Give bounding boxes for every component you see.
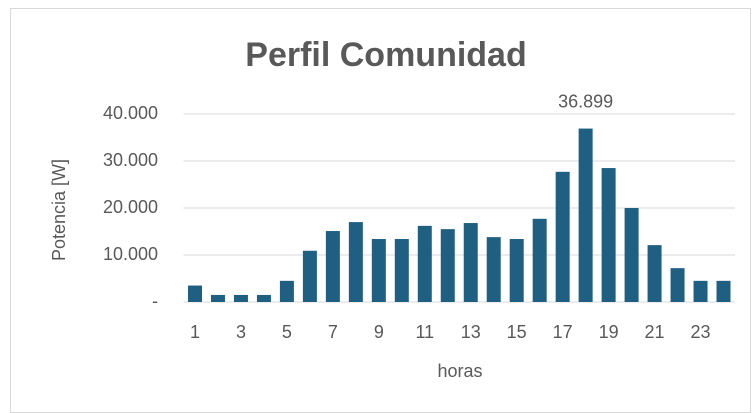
bar (693, 280, 708, 302)
y-tick-label: - (152, 291, 158, 311)
y-axis-label: Potencia [W] (49, 159, 69, 261)
bar (256, 294, 271, 302)
bar (417, 225, 432, 302)
x-tick-label: 7 (328, 322, 338, 342)
x-tick-label: 3 (236, 322, 246, 342)
y-tick-label: 10.000 (103, 244, 158, 264)
x-tick-label: 1 (190, 322, 200, 342)
bar (440, 229, 455, 302)
bar (325, 231, 340, 302)
bar (670, 268, 685, 302)
x-tick-label: 17 (553, 322, 573, 342)
bar (624, 208, 639, 302)
x-tick-label: 19 (599, 322, 619, 342)
y-tick-label: 30.000 (103, 150, 158, 170)
x-axis-label: horas (437, 361, 482, 381)
bar (187, 285, 202, 302)
bar (486, 237, 501, 302)
bar (210, 294, 225, 302)
bar (348, 222, 363, 302)
bar (279, 280, 294, 302)
x-tick-label: 13 (461, 322, 481, 342)
bar (716, 280, 731, 302)
x-tick-label: 21 (645, 322, 665, 342)
bar (394, 239, 409, 302)
bar (233, 294, 248, 302)
y-tick-label: 20.000 (103, 197, 158, 217)
bar (463, 223, 478, 302)
chart-title: Perfil Comunidad (245, 36, 526, 74)
bar (532, 218, 547, 302)
x-tick-label: 9 (374, 322, 384, 342)
x-tick-label: 5 (282, 322, 292, 342)
x-tick-label: 15 (507, 322, 527, 342)
bar (601, 168, 616, 302)
data-label: 36.899 (558, 91, 613, 111)
bar (578, 128, 593, 302)
bar (509, 239, 524, 302)
x-tick-label: 23 (691, 322, 711, 342)
y-tick-label: 40.000 (103, 103, 158, 123)
bar (302, 250, 317, 302)
x-tick-label: 11 (415, 322, 434, 342)
bar (555, 171, 570, 302)
bar (647, 245, 662, 302)
bar (371, 239, 386, 302)
